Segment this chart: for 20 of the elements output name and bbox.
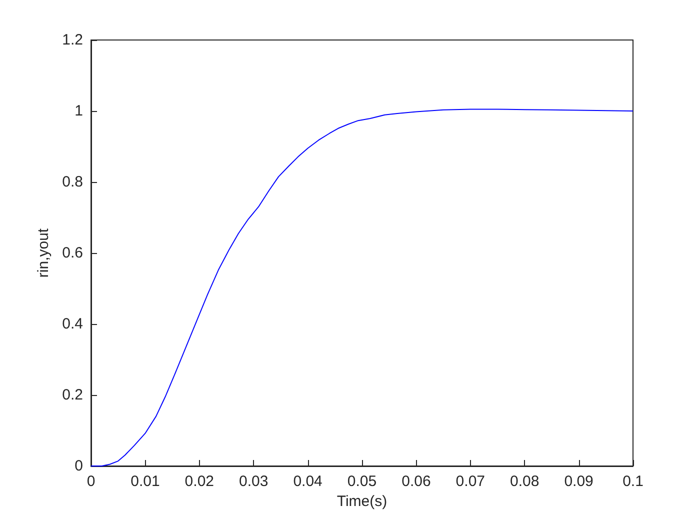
x-tick-label: 0.01 (130, 473, 160, 490)
y-tick-label: 1 (74, 102, 83, 120)
y-tick-label: 0.6 (62, 244, 83, 262)
y-tick-label: 1.2 (62, 32, 83, 48)
x-tick-label: 0.1 (622, 473, 644, 490)
x-tick-label: 0.04 (293, 473, 322, 490)
x-tick-label: 0 (86, 473, 96, 490)
y-tick-label: 0 (74, 458, 83, 474)
y-axis-title: rin,yout (35, 228, 52, 278)
y-tick-label: 0.8 (62, 174, 83, 190)
x-tick-label: 0.08 (510, 473, 540, 490)
x-tick-label: 0.09 (564, 473, 594, 490)
x-tick-label: 0.06 (402, 473, 431, 490)
x-tick-label: 0.07 (456, 473, 485, 490)
x-tick-label: 0.02 (184, 473, 214, 490)
x-tick-label: 0.05 (347, 473, 377, 490)
y-tick-label: 0.2 (62, 386, 83, 404)
y-tick-label: 0.4 (62, 316, 83, 332)
x-axis-title: Time(s) (336, 493, 388, 510)
x-tick-label: 0.03 (239, 473, 268, 490)
